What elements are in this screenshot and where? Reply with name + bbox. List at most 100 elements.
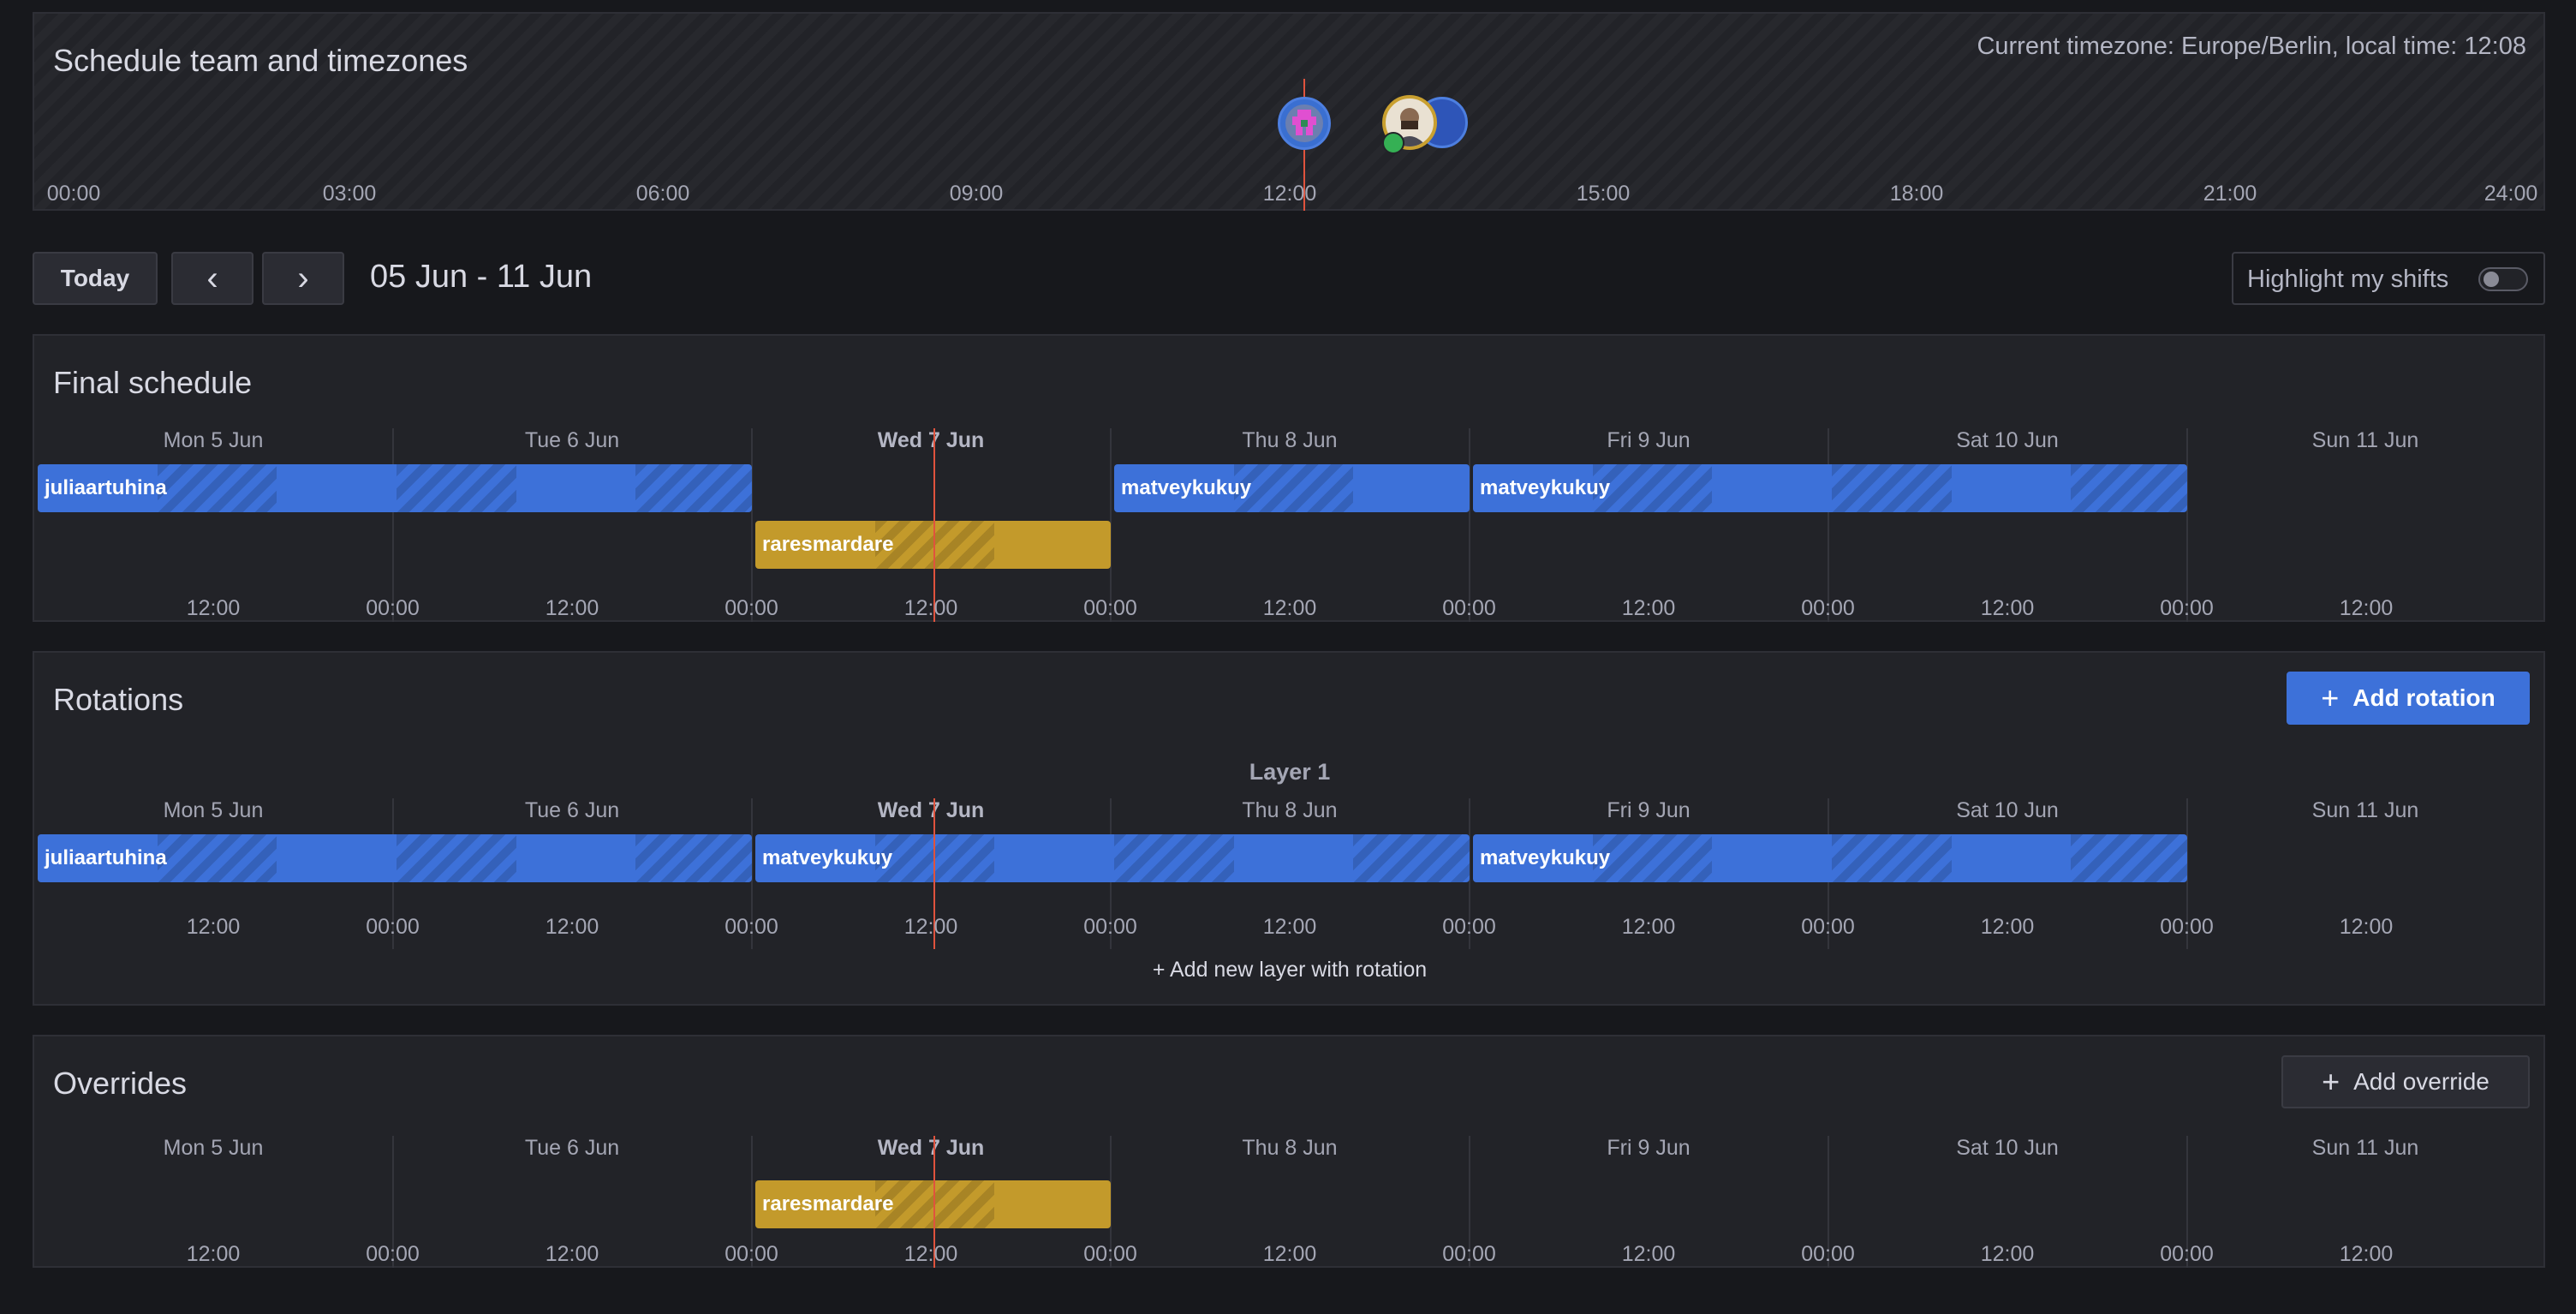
- chevron-left-icon: ‹: [206, 260, 218, 297]
- hour-label: 09:00: [949, 182, 1004, 206]
- timeline: Mon 5 Jun Tue 6 Jun Wed 7 Jun Thu 8 Jun …: [34, 798, 2543, 949]
- chevron-right-icon: ›: [297, 260, 309, 297]
- day-label: Sat 10 Jun: [1956, 798, 2059, 822]
- time-label: 00:00: [366, 596, 420, 620]
- hour-label: 03:00: [322, 182, 377, 206]
- day-label-today: Wed 7 Jun: [877, 798, 985, 822]
- day-label: Sun 11 Jun: [2311, 1136, 2419, 1160]
- day-separator: [1469, 428, 1470, 622]
- shift-user-label: juliaartuhina: [45, 846, 167, 869]
- shift-user-label: juliaartuhina: [45, 476, 167, 499]
- time-label: 12:00: [545, 915, 599, 939]
- day-label-today: Wed 7 Jun: [877, 428, 985, 452]
- day-label: Fri 9 Jun: [1607, 428, 1690, 452]
- shift-bar[interactable]: matveykukuy: [1473, 834, 2187, 882]
- add-rotation-button[interactable]: + Add rotation: [2287, 672, 2530, 725]
- final-schedule-title: Final schedule: [53, 365, 253, 400]
- time-label: 00:00: [1083, 596, 1137, 620]
- day-label: Mon 5 Jun: [163, 798, 264, 822]
- shift-user-label: raresmardare: [762, 533, 894, 556]
- hour-label: 24:00: [2484, 182, 2538, 206]
- shift-hatch: [1832, 464, 1952, 512]
- shift-bar[interactable]: matveykukuy: [1473, 464, 2187, 512]
- day-label-today: Wed 7 Jun: [877, 1136, 985, 1160]
- identicon-icon: [1285, 105, 1323, 142]
- highlight-shifts-control[interactable]: Highlight my shifts: [2232, 252, 2545, 305]
- day-separator: [392, 428, 394, 622]
- day-separator: [751, 428, 753, 622]
- time-label: 12:00: [1621, 1242, 1676, 1266]
- shift-bar[interactable]: juliaartuhina: [38, 834, 752, 882]
- day-label: Tue 6 Jun: [524, 798, 620, 822]
- time-label: 00:00: [366, 1242, 420, 1266]
- time-label: 00:00: [1801, 915, 1855, 939]
- shift-hatch: [1592, 464, 1713, 512]
- rotations-title: Rotations: [53, 682, 184, 717]
- next-week-button[interactable]: ›: [262, 252, 344, 305]
- shift-hatch: [1832, 834, 1952, 882]
- time-label: 00:00: [1801, 1242, 1855, 1266]
- day-separator: [2186, 1136, 2188, 1268]
- time-label: 00:00: [1442, 596, 1496, 620]
- date-range: 05 Jun - 11 Jun: [370, 259, 593, 295]
- shift-user-label: matveykukuy: [1480, 476, 1611, 499]
- hour-label: 15:00: [1576, 182, 1631, 206]
- shift-hatch: [1233, 464, 1354, 512]
- timezones-panel: Schedule team and timezones Current time…: [33, 12, 2545, 211]
- day-separator: [1469, 1136, 1470, 1268]
- time-label: 12:00: [1262, 596, 1317, 620]
- highlight-shifts-label: Highlight my shifts: [2247, 266, 2449, 293]
- shift-user-label: raresmardare: [762, 1192, 894, 1215]
- shift-hatch: [2071, 464, 2187, 512]
- time-label: 12:00: [186, 1242, 241, 1266]
- day-label: Fri 9 Jun: [1607, 798, 1690, 822]
- time-label: 12:00: [2339, 1242, 2394, 1266]
- user-avatar-photo[interactable]: [1382, 95, 1437, 150]
- day-separator: [751, 798, 753, 949]
- time-label: 00:00: [2160, 596, 2214, 620]
- today-button[interactable]: Today: [33, 252, 158, 305]
- highlight-shifts-toggle[interactable]: [2478, 267, 2528, 291]
- timezones-title: Schedule team and timezones: [53, 43, 468, 78]
- day-separator: [1828, 428, 1829, 622]
- toggle-knob: [2484, 272, 2499, 287]
- shift-hatch: [397, 464, 516, 512]
- day-separator: [1110, 428, 1112, 622]
- day-separator: [392, 1136, 394, 1268]
- add-layer-link[interactable]: + Add new layer with rotation: [1152, 958, 1428, 982]
- time-label: 12:00: [2339, 596, 2394, 620]
- user-avatar[interactable]: [1278, 97, 1331, 150]
- overrides-panel: Overrides + Add override Mon 5 Jun Tue 6…: [33, 1035, 2545, 1268]
- day-label: Sun 11 Jun: [2311, 428, 2419, 452]
- shift-bar[interactable]: matveykukuy: [755, 834, 1470, 882]
- timeline: Mon 5 Jun Tue 6 Jun Wed 7 Jun Thu 8 Jun …: [34, 428, 2543, 622]
- shift-hatch: [1592, 834, 1713, 882]
- time-label: 12:00: [545, 596, 599, 620]
- add-override-button[interactable]: + Add override: [2281, 1055, 2530, 1108]
- whatsapp-icon: [1382, 132, 1404, 154]
- hour-label: 06:00: [635, 182, 690, 206]
- day-label: Sun 11 Jun: [2311, 798, 2419, 822]
- current-time-line: [933, 1136, 935, 1268]
- day-label: Thu 8 Jun: [1242, 1136, 1338, 1160]
- shift-hatch: [635, 464, 752, 512]
- current-time-line: [933, 798, 935, 949]
- time-label: 00:00: [366, 915, 420, 939]
- time-label: 12:00: [1980, 915, 2035, 939]
- day-separator: [2186, 428, 2188, 622]
- time-label: 00:00: [724, 596, 778, 620]
- prev-week-button[interactable]: ‹: [171, 252, 253, 305]
- shift-bar[interactable]: juliaartuhina: [38, 464, 752, 512]
- time-label: 00:00: [1442, 1242, 1496, 1266]
- shift-hatch: [2071, 834, 2187, 882]
- day-label: Tue 6 Jun: [524, 1136, 620, 1160]
- time-label: 12:00: [2339, 915, 2394, 939]
- shift-bar[interactable]: raresmardare: [755, 1180, 1111, 1228]
- time-label: 12:00: [1980, 596, 2035, 620]
- shift-bar[interactable]: matveykukuy: [1114, 464, 1470, 512]
- shift-hatch: [157, 464, 277, 512]
- day-label: Sat 10 Jun: [1956, 1136, 2059, 1160]
- shift-hatch: [1353, 834, 1470, 882]
- shift-hatch: [397, 834, 516, 882]
- day-label: Fri 9 Jun: [1607, 1136, 1690, 1160]
